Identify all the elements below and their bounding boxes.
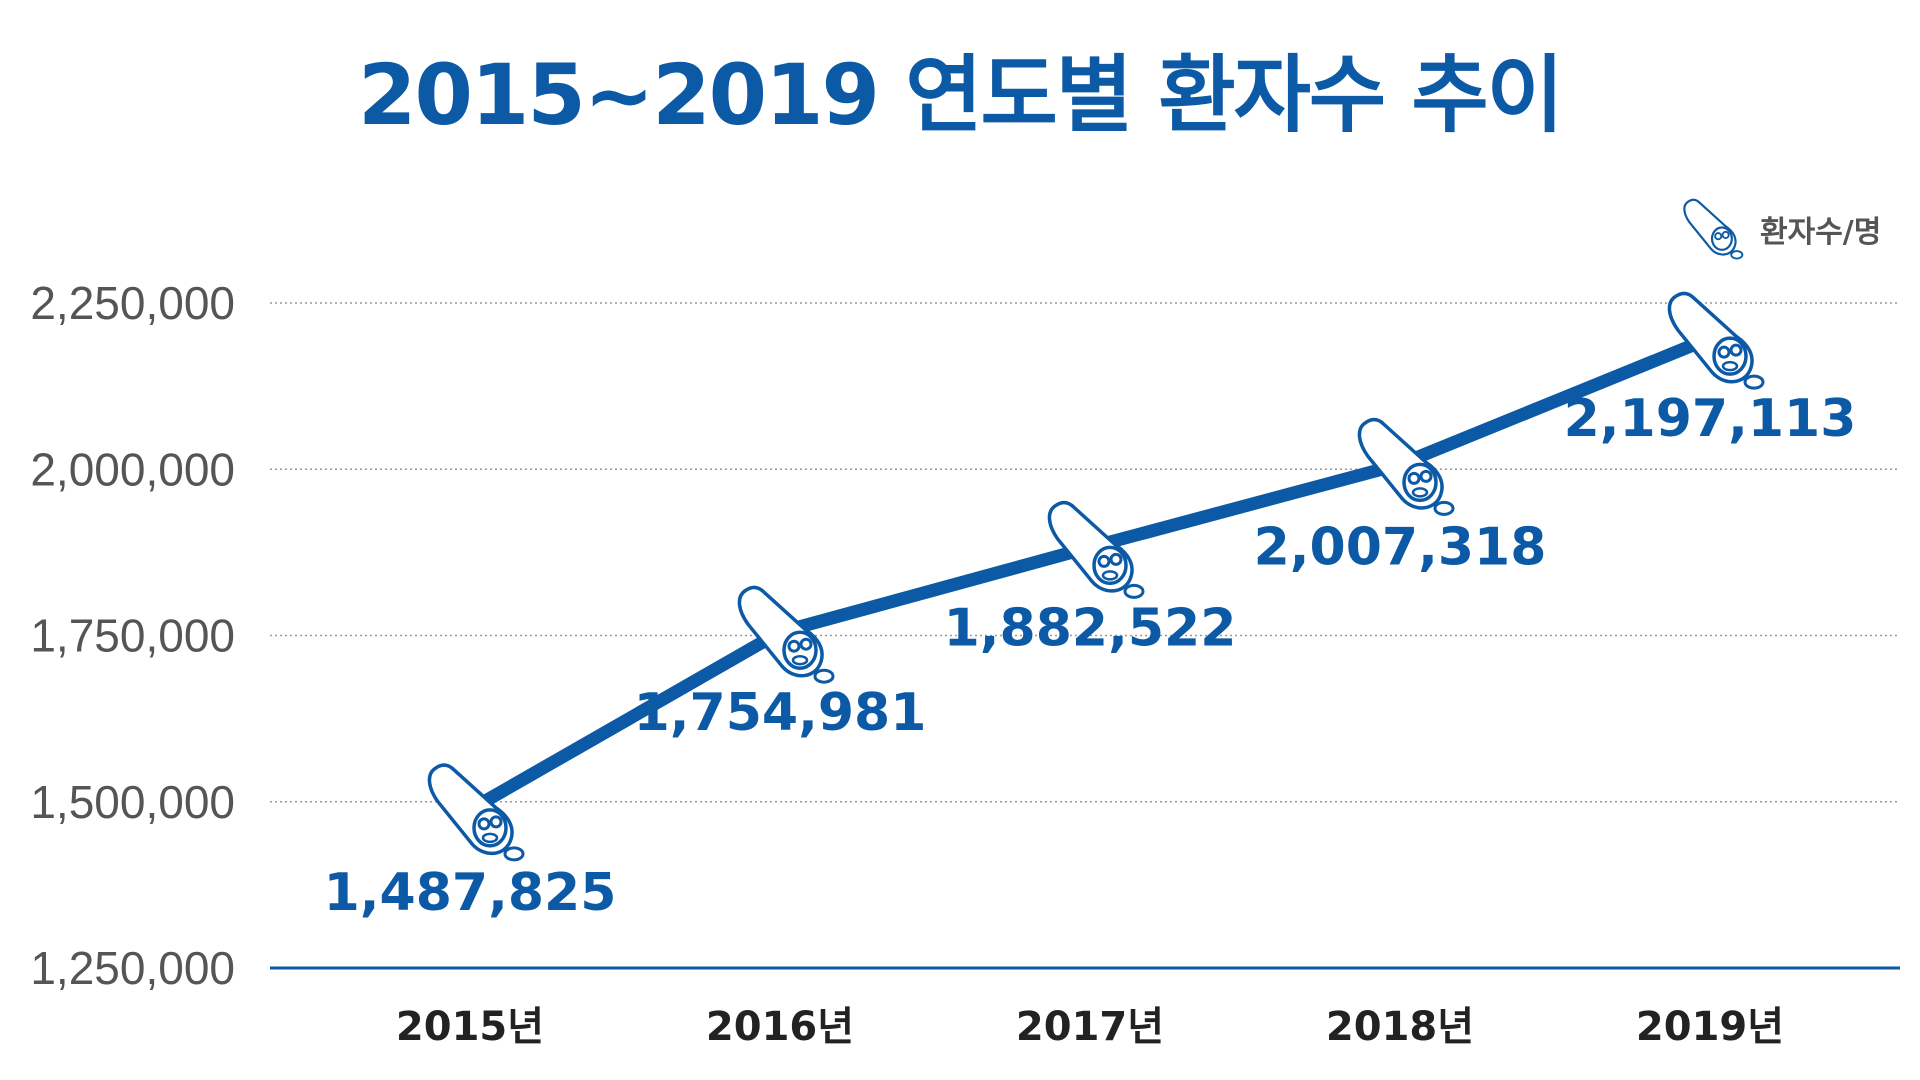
- y-tick-label: 1,500,000: [30, 776, 235, 828]
- unit-label: 환자수/명: [1760, 215, 1881, 250]
- germ-capsule-icon: [737, 585, 835, 684]
- germ-capsule-icon: [1667, 291, 1765, 390]
- y-tick-label: 2,250,000: [30, 277, 235, 329]
- grid-lines: [270, 302, 1900, 803]
- y-axis-ticks: 1,250,000 1,500,000 1,750,000 2,000,000 2,25…: [30, 277, 235, 994]
- y-tick-label: 1,750,000: [30, 610, 235, 662]
- data-markers: [427, 291, 1765, 862]
- unit-legend: 환자수/명: [1683, 198, 1881, 260]
- x-category-label: 2018년: [1326, 1004, 1474, 1050]
- data-labels: 1,487,825 1,754,981 1,882,522 2,007,318 2,19…: [324, 389, 1857, 923]
- data-label: 2,197,113: [1564, 389, 1857, 449]
- y-tick-label: 2,000,000: [30, 443, 235, 495]
- x-category-label: 2019년: [1636, 1004, 1784, 1050]
- x-category-label: 2017년: [1016, 1004, 1164, 1050]
- data-label: 1,754,981: [634, 683, 927, 743]
- y-tick-label: 1,250,000: [30, 942, 235, 994]
- data-label: 2,007,318: [1254, 517, 1547, 577]
- germ-capsule-icon: [1047, 500, 1145, 599]
- germ-capsule-icon: [1683, 198, 1744, 260]
- chart-title: 2015~2019 연도별 환자수 추이: [358, 46, 1564, 144]
- x-axis-categories: 2015년 2016년 2017년 2018년 2019년: [396, 1004, 1784, 1050]
- data-label: 1,882,522: [944, 598, 1237, 658]
- data-label: 1,487,825: [324, 863, 617, 923]
- germ-capsule-icon: [427, 763, 525, 862]
- germ-capsule-icon: [1357, 417, 1455, 516]
- x-category-label: 2016년: [706, 1004, 854, 1050]
- x-category-label: 2015년: [396, 1004, 544, 1050]
